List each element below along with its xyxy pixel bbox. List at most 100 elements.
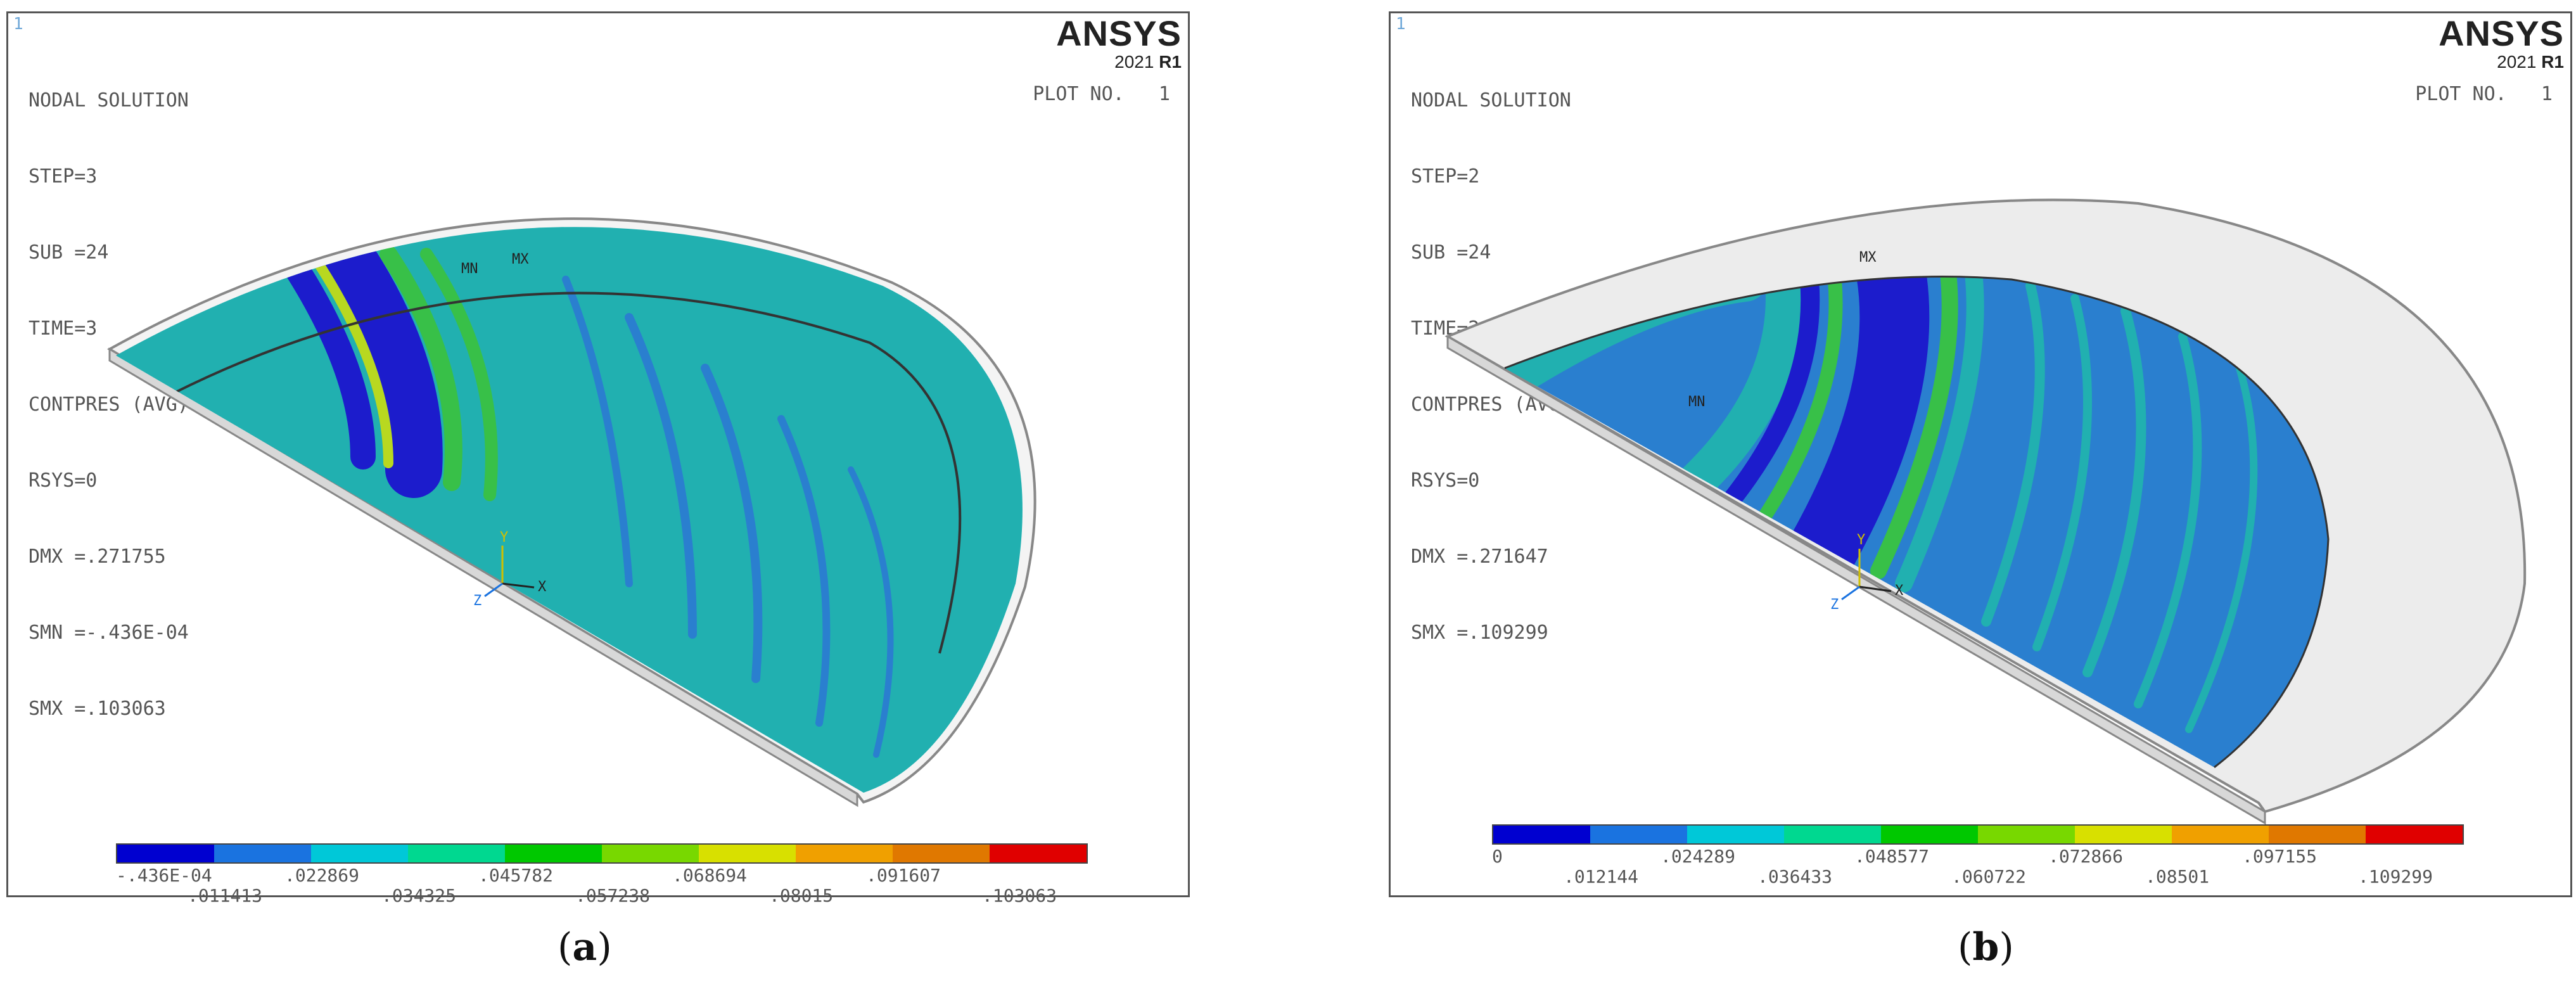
- contour-band: [1751, 276, 1843, 534]
- contour-base: [116, 227, 1023, 793]
- ansys-logo: ANSYS 2021 R1: [2439, 15, 2564, 72]
- solution-info: NODAL SOLUTION STEP=3 SUB =24 TIME=3 CON…: [29, 37, 189, 772]
- info-title: NODAL SOLUTION: [29, 89, 189, 112]
- contour-band: [316, 227, 443, 498]
- legend-swatch: [408, 845, 505, 862]
- logo-brand: ANSYS: [1056, 13, 1182, 53]
- legend-swatch: [1978, 826, 2075, 843]
- legend-tick-lower: .036433: [1757, 866, 1833, 887]
- triad-y-label: Y: [500, 530, 508, 546]
- logo-release: R1: [1159, 52, 1182, 72]
- legend-tick-upper: .045782: [478, 865, 554, 886]
- contour-band: [701, 364, 763, 683]
- rim-edge: [108, 347, 858, 807]
- legend-tick-lower: .08501: [2145, 866, 2210, 887]
- contour-band: [1870, 276, 1958, 579]
- legend-swatch: [602, 845, 699, 862]
- contour-band: [625, 313, 697, 639]
- legend-tick-lower: .103063: [982, 885, 1057, 906]
- mn-marker: MN: [461, 261, 478, 277]
- legend-swatch: [1493, 826, 1590, 843]
- triad-x-label: X: [538, 579, 547, 595]
- contour-band: [562, 276, 633, 587]
- legend-tick-upper: .072866: [2048, 846, 2124, 867]
- legend-tick-upper: 0: [1492, 846, 1503, 867]
- legend-swatch: [2366, 826, 2463, 843]
- info-line: STEP=3: [29, 165, 98, 188]
- legend-swatch: [2075, 826, 2172, 843]
- logo-release: R1: [2541, 52, 2564, 72]
- caption-a: (a): [558, 925, 612, 969]
- info-line: RSYS=0: [1411, 470, 1480, 492]
- info-line: SMX =.109299: [1411, 622, 1548, 644]
- legend-tick-upper: .048577: [1854, 846, 1930, 867]
- ansys-logo: ANSYS 2021 R1: [1056, 15, 1182, 72]
- mx-marker: MX: [512, 252, 529, 267]
- contour-legend-bar: [1492, 824, 2464, 845]
- legend-swatch: [990, 845, 1087, 862]
- logo-brand: ANSYS: [2439, 13, 2564, 53]
- contour-band: [2185, 364, 2258, 733]
- contour-band: [2134, 332, 2202, 708]
- contour-band: [420, 248, 498, 501]
- plot-number: PLOT NO. 1: [1033, 83, 1170, 105]
- ring-edge: [1446, 335, 2266, 825]
- logo-year: 2021: [1114, 52, 1154, 72]
- info-title: NODAL SOLUTION: [1411, 89, 1571, 112]
- triad-y-label: Y: [1857, 532, 1865, 548]
- info-line: RSYS=0: [29, 470, 98, 492]
- legend-swatch: [796, 845, 893, 862]
- legend-swatch: [214, 845, 311, 862]
- legend-swatch: [1590, 826, 1687, 843]
- info-line: SMN =-.436E-04: [29, 622, 189, 644]
- contour-band: [1787, 276, 1930, 587]
- legend-swatch: [2172, 826, 2269, 843]
- plot-window-b: 1 NODAL SOLUTION STEP=2 SUB =24 TIME=2 C…: [1389, 11, 2572, 897]
- contour-band: [848, 466, 894, 758]
- legend-tick-upper: .024289: [1661, 846, 1736, 867]
- contour-band: [1895, 276, 1984, 592]
- info-line: SUB =24: [1411, 241, 1491, 264]
- contour-plot-b: MN MX Y X Z: [1444, 198, 2527, 825]
- legend-tick-upper: .022869: [284, 865, 360, 886]
- contour-band: [777, 415, 831, 727]
- triad-z-label: Z: [1830, 597, 1839, 613]
- coordinate-triad: Y X Z: [1830, 532, 1904, 613]
- contact-edge: [1504, 276, 2330, 769]
- legend-tick-upper: .068694: [672, 865, 748, 886]
- logo-year: 2021: [2497, 52, 2537, 72]
- contour-band: [307, 249, 393, 468]
- info-line: SUB =24: [29, 241, 109, 264]
- info-line: TIME=3: [29, 317, 98, 340]
- legend-tick-lower: .109299: [2358, 866, 2433, 887]
- legend-tick-lower: .011413: [188, 885, 263, 906]
- legend-tick-lower: .057238: [575, 885, 651, 906]
- plot-window-a: 1 NODAL SOLUTION STEP=3 SUB =24 TIME=3 C…: [6, 11, 1190, 906]
- legend-tick-lower: .060722: [1951, 866, 2027, 887]
- window-number: 1: [1396, 15, 1406, 34]
- legend-swatch: [893, 845, 990, 862]
- contour-band: [1981, 281, 2045, 627]
- plot-number: PLOT NO. 1: [2415, 83, 2553, 105]
- legend-swatch: [1881, 826, 1978, 843]
- mx-marker: MX: [1859, 250, 1877, 265]
- legend-tick-upper: -.436E-04: [116, 865, 212, 886]
- legend-swatch: [1687, 826, 1784, 843]
- legend-swatch: [505, 845, 602, 862]
- contour-plot-a: MN MX Y X Z: [106, 217, 1036, 807]
- contour-band: [2082, 306, 2146, 677]
- legend-tick-lower: .08015: [769, 885, 834, 906]
- legend-swatch: [699, 845, 796, 862]
- contour-band: [274, 241, 376, 470]
- legend-swatch: [117, 845, 214, 862]
- caption-b: (b): [1958, 925, 2014, 969]
- legend-tick-lower: .012144: [1564, 866, 1639, 887]
- info-line: STEP=2: [1411, 165, 1480, 188]
- info-line: SMX =.103063: [29, 698, 166, 720]
- contour-band: [379, 245, 462, 491]
- triad-x-label: X: [1895, 583, 1904, 599]
- contour-legend-bar: [116, 843, 1088, 864]
- contour-band: [2032, 294, 2092, 651]
- legend-tick-upper: .097155: [2242, 846, 2318, 867]
- triad-z-label: Z: [473, 593, 481, 609]
